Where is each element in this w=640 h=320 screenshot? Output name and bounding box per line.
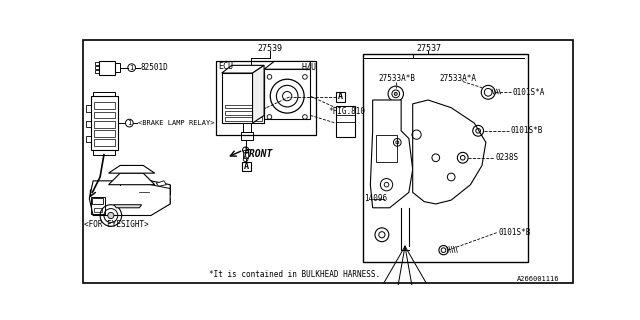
Bar — [93, 92, 115, 96]
Text: 27533A*A: 27533A*A — [440, 74, 477, 83]
Text: *FIG.810: *FIG.810 — [328, 107, 365, 116]
Circle shape — [127, 175, 132, 179]
Bar — [91, 96, 118, 150]
Bar — [376, 135, 397, 162]
Polygon shape — [253, 65, 264, 123]
Polygon shape — [371, 100, 413, 208]
Text: H/U: H/U — [301, 62, 316, 71]
Polygon shape — [109, 173, 155, 185]
Bar — [94, 130, 115, 137]
Text: A: A — [338, 92, 343, 101]
Bar — [94, 112, 115, 118]
Text: ECU: ECU — [219, 62, 234, 71]
Text: 27537: 27537 — [417, 44, 442, 53]
Bar — [93, 150, 115, 155]
Bar — [225, 117, 262, 121]
Polygon shape — [264, 61, 310, 69]
Bar — [225, 105, 262, 108]
Circle shape — [394, 92, 397, 95]
Polygon shape — [156, 181, 166, 186]
Text: A: A — [244, 162, 249, 171]
Text: 1: 1 — [127, 120, 131, 126]
Bar — [95, 66, 99, 69]
Text: 82501D: 82501D — [141, 63, 169, 72]
Polygon shape — [114, 205, 141, 208]
Bar — [363, 54, 528, 262]
Bar — [95, 70, 99, 73]
Bar — [86, 136, 91, 142]
Bar — [221, 73, 264, 123]
Bar — [86, 121, 91, 127]
Bar — [86, 105, 91, 112]
Text: <FOR EYESIGHT>: <FOR EYESIGHT> — [84, 220, 148, 229]
Bar — [99, 61, 115, 75]
Text: 0238S: 0238S — [495, 153, 518, 162]
Bar — [94, 121, 115, 128]
Bar — [243, 150, 248, 158]
Bar — [225, 111, 262, 115]
Text: FRONT: FRONT — [243, 149, 273, 159]
Bar — [92, 198, 103, 204]
Bar — [336, 106, 355, 137]
Bar — [94, 102, 115, 109]
Circle shape — [108, 212, 114, 219]
Polygon shape — [109, 165, 155, 173]
Bar — [94, 208, 102, 212]
Text: *It is contained in BULKHEAD HARNESS.: *It is contained in BULKHEAD HARNESS. — [209, 270, 380, 279]
Bar — [242, 162, 251, 171]
Polygon shape — [90, 181, 170, 215]
Text: 27533A*B: 27533A*B — [378, 74, 415, 83]
Bar — [91, 197, 105, 214]
Text: 27539: 27539 — [258, 44, 283, 53]
Bar — [241, 132, 253, 140]
Polygon shape — [105, 198, 170, 213]
Text: 0101S*A: 0101S*A — [513, 88, 545, 97]
Polygon shape — [413, 100, 486, 204]
Text: 14096: 14096 — [364, 194, 387, 203]
Text: 1: 1 — [129, 65, 134, 71]
Text: A266001116: A266001116 — [516, 276, 559, 282]
Bar — [216, 61, 316, 135]
Text: 0101S*B: 0101S*B — [511, 126, 543, 135]
Bar — [95, 62, 99, 65]
Bar — [264, 69, 310, 119]
Bar — [115, 63, 120, 72]
Bar — [336, 92, 345, 101]
Text: <BRAKE LAMP RELAY>: <BRAKE LAMP RELAY> — [138, 120, 214, 126]
Text: 0101S*B: 0101S*B — [499, 228, 531, 237]
Bar — [94, 139, 115, 146]
Polygon shape — [221, 65, 264, 73]
